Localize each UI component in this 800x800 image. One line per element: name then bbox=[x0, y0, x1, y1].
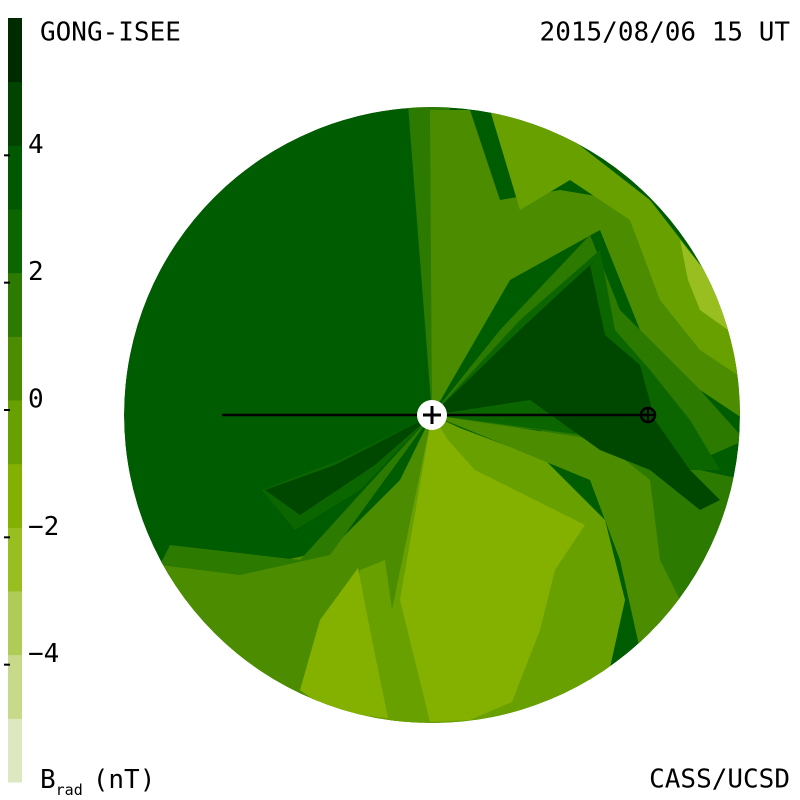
region bbox=[432, 265, 720, 510]
colorbar-band bbox=[8, 463, 22, 528]
colorbar-band bbox=[8, 81, 22, 146]
colorbar-band bbox=[8, 718, 22, 783]
colorbar-band bbox=[8, 591, 22, 656]
colorbar-tick-label: 0 bbox=[28, 385, 44, 415]
unit: (nT) bbox=[93, 765, 156, 795]
colorbar-tick-label: 4 bbox=[28, 130, 44, 160]
region bbox=[680, 240, 728, 330]
symbol: B bbox=[40, 765, 56, 795]
colorbar-tick-label: −4 bbox=[28, 639, 59, 669]
region bbox=[400, 415, 585, 722]
region bbox=[432, 415, 690, 650]
colorbar-band bbox=[8, 527, 22, 592]
colorbar-band bbox=[8, 18, 22, 83]
colorbar-band bbox=[8, 400, 22, 465]
colorbar-band bbox=[8, 145, 22, 210]
colorbar-label: Brad (nT) bbox=[40, 765, 155, 799]
region bbox=[160, 415, 432, 575]
sun-cross bbox=[423, 406, 441, 424]
subscript: rad bbox=[56, 781, 83, 799]
colorbar-band bbox=[8, 654, 22, 719]
colorbar-tick-label: 2 bbox=[28, 257, 44, 287]
colorbar-band bbox=[8, 272, 22, 337]
colorbar-tick-label: −2 bbox=[28, 512, 59, 542]
region bbox=[490, 110, 740, 380]
credit: CASS/UCSD bbox=[649, 765, 790, 795]
chart-subtitle: 2015/08/06 15 UT bbox=[540, 18, 791, 48]
colorbar-band bbox=[8, 209, 22, 274]
earth-cross bbox=[641, 408, 655, 422]
region bbox=[300, 568, 388, 718]
region bbox=[430, 110, 740, 420]
chart-title: GONG-ISEE bbox=[40, 18, 181, 48]
colorbar-band bbox=[8, 336, 22, 401]
contour-map bbox=[124, 107, 740, 723]
region bbox=[265, 415, 432, 515]
